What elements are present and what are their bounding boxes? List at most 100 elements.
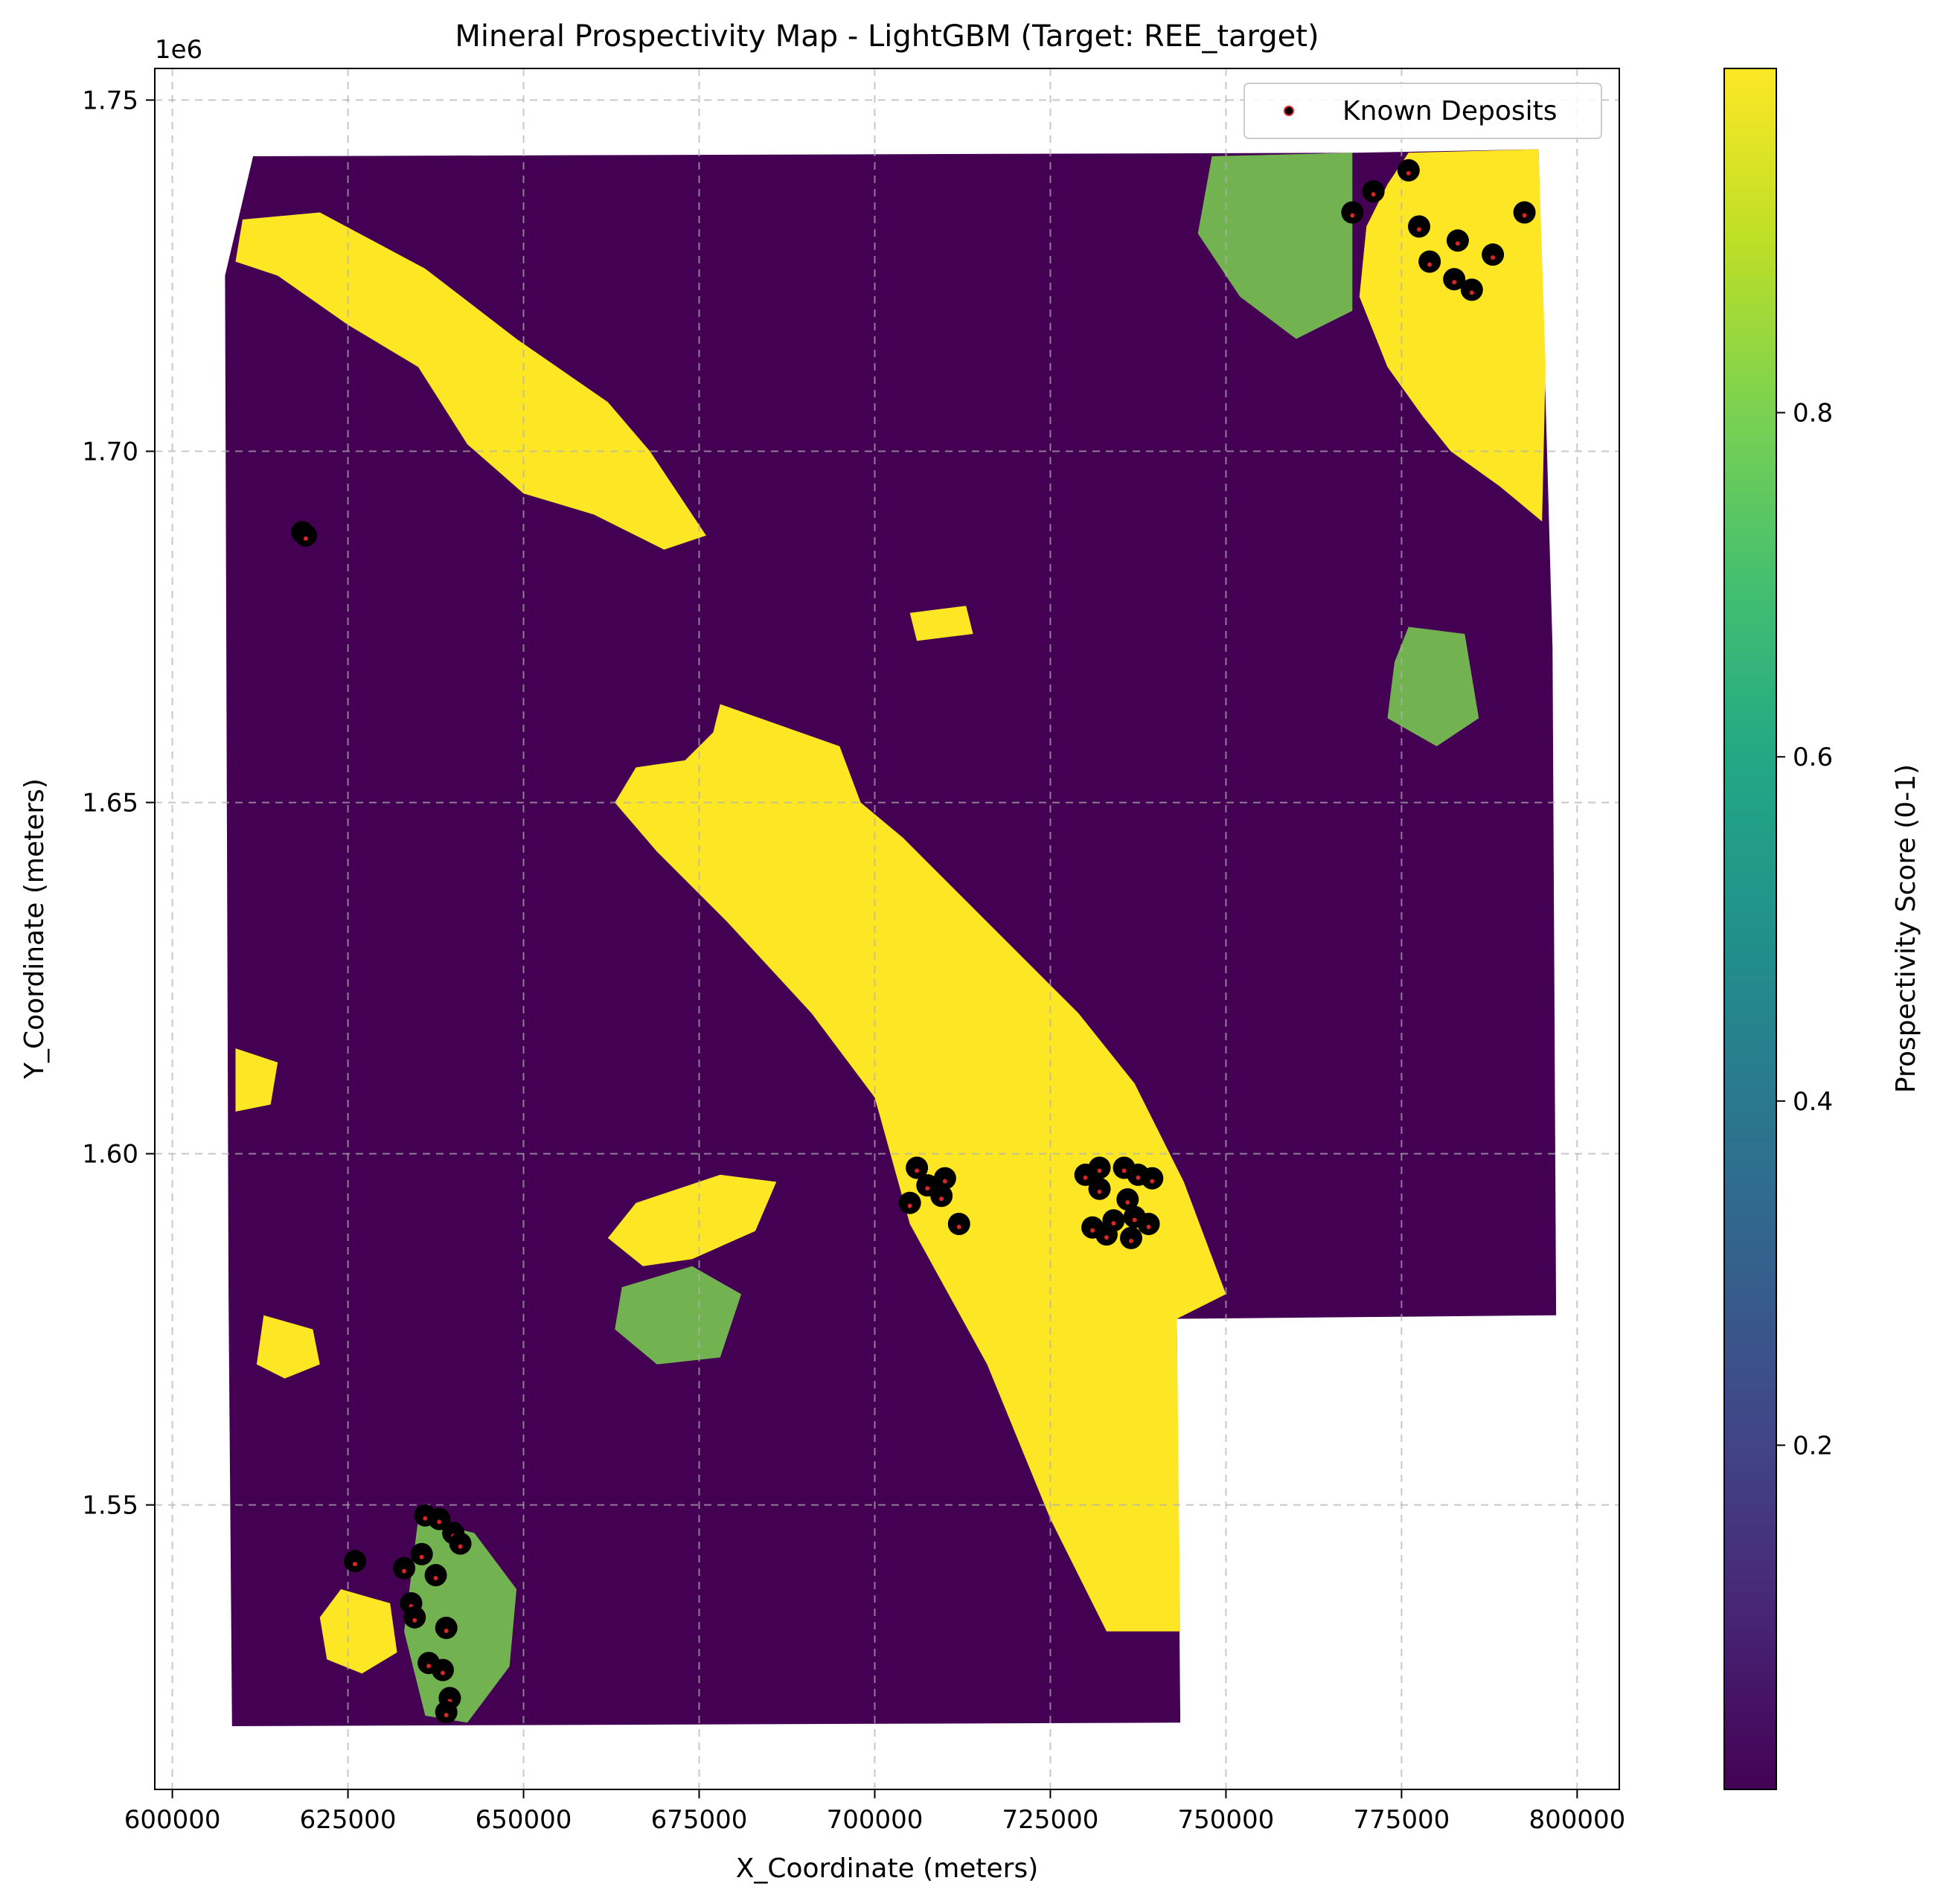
deposit-marker [393,1557,416,1580]
deposit-center [437,1519,442,1525]
deposit-center [1111,1221,1116,1226]
y-tick-label: 1.60 [82,1140,138,1170]
deposit-marker [410,1542,433,1565]
legend-entry-known-deposits: Known Deposits [1342,96,1558,126]
deposit-center [1121,1168,1127,1173]
colorbar [1723,68,1777,1790]
deposit-center [956,1225,961,1230]
high-zone [607,1174,777,1266]
deposit-marker [1095,1223,1118,1246]
deposit-center [1097,1168,1102,1173]
colorbar-tick-label: 0.6 [1793,743,1833,772]
deposit-center [353,1562,358,1567]
deposit-center [1146,1225,1151,1230]
deposit-center [1090,1228,1095,1233]
deposit-center [1097,1189,1102,1194]
deposit-marker [1088,1156,1111,1179]
deposit-center [458,1544,463,1549]
grid-lines [155,68,1619,1789]
x-tick-label: 675000 [651,1805,748,1835]
deposit-center [942,1179,947,1184]
deposit-marker [1341,201,1364,224]
deposit-center [1469,290,1474,295]
y-tick-label: 1.75 [82,86,138,115]
deposit-marker [1116,1187,1139,1211]
x-axis-ticks: 600000 625000 650000 675000 700000 725000 7500… [124,1789,1625,1835]
legend: Known Deposits [1243,83,1602,139]
colorbar-tick-label: 0.2 [1793,1431,1833,1461]
deposit-center [1083,1175,1088,1180]
deposit-center [1452,280,1457,285]
y-axis-label: Y_Coordinate (meters) [19,778,50,1080]
deposit-center [1491,255,1496,260]
deposit-center [444,1628,449,1633]
colorbar-label: Prospectivity Score (0-1) [1891,764,1921,1093]
deposit-center [907,1203,912,1208]
x-tick-label: 800000 [1529,1805,1625,1835]
deposit-center [1427,262,1433,267]
x-tick-label: 600000 [124,1805,221,1835]
deposit-marker [898,1191,921,1214]
x-tick-label: 725000 [1002,1805,1099,1835]
chart-title: Mineral Prospectivity Map - LightGBM (Ta… [455,19,1319,54]
deposit-marker [431,1658,454,1682]
deposit-center [412,1618,417,1623]
x-tick-label: 750000 [1178,1805,1275,1835]
deposit-marker [1120,1226,1142,1249]
legend-box [1243,83,1602,139]
deposit-marker [403,1606,426,1629]
deposit-marker [1443,268,1466,291]
deposit-center [1125,1199,1130,1205]
x-tick-label: 700000 [827,1805,924,1835]
map-layer [225,149,1557,1726]
deposit-center [925,1186,930,1191]
moderate-zone [615,1266,742,1365]
deposit-marker [1446,229,1469,252]
deposit-center [440,1670,445,1676]
y-tick-label: 1.70 [82,437,138,467]
deposit-marker [1137,1213,1160,1236]
deposit-marker [424,1564,447,1587]
deposit-center [433,1576,438,1581]
high-zone [909,606,973,641]
deposit-marker [1460,278,1483,301]
deposit-center [1129,1238,1133,1243]
deposit-center [426,1664,432,1669]
deposit-center [1104,1235,1109,1240]
y-offset-label: 1e6 [155,35,202,65]
deposit-center [419,1554,424,1560]
plot-frame [154,68,1620,1790]
high-zone [256,1315,320,1379]
deposit-center [1132,1217,1137,1222]
moderate-zone [1387,626,1479,746]
deposit-center [1522,213,1527,218]
x-tick-label: 650000 [476,1805,572,1835]
x-tick-label: 775000 [1353,1805,1450,1835]
deposit-marker [1397,158,1420,182]
deposit-marker [428,1507,451,1530]
deposit-center [1371,192,1376,197]
deposit-center [1150,1179,1155,1184]
deposit-marker [933,1167,956,1190]
deposit-center [939,1196,944,1202]
deposit-center [423,1516,428,1521]
colorbar-tick-label: 0.4 [1793,1087,1833,1117]
colorbar-tick-label: 0.8 [1793,399,1833,429]
deposit-marker [435,1701,458,1724]
deposit-marker [906,1156,929,1179]
deposit-marker [1482,243,1505,266]
x-axis-label: X_Coordinate (meters) [736,1853,1039,1884]
y-axis-ticks: 1.55 1.60 1.65 1.70 1.75 [82,86,155,1521]
deposit-center [915,1168,920,1173]
deposit-marker [1407,215,1430,238]
deposit-marker [947,1213,970,1236]
high-zone [235,212,706,550]
deposit-marker [294,524,317,547]
deposit-center [303,536,308,541]
deposit-marker [449,1532,472,1555]
deposit-center [444,1713,449,1718]
y-tick-label: 1.55 [82,1491,138,1521]
deposit-marker [344,1550,367,1573]
deposit-marker [1362,180,1385,203]
